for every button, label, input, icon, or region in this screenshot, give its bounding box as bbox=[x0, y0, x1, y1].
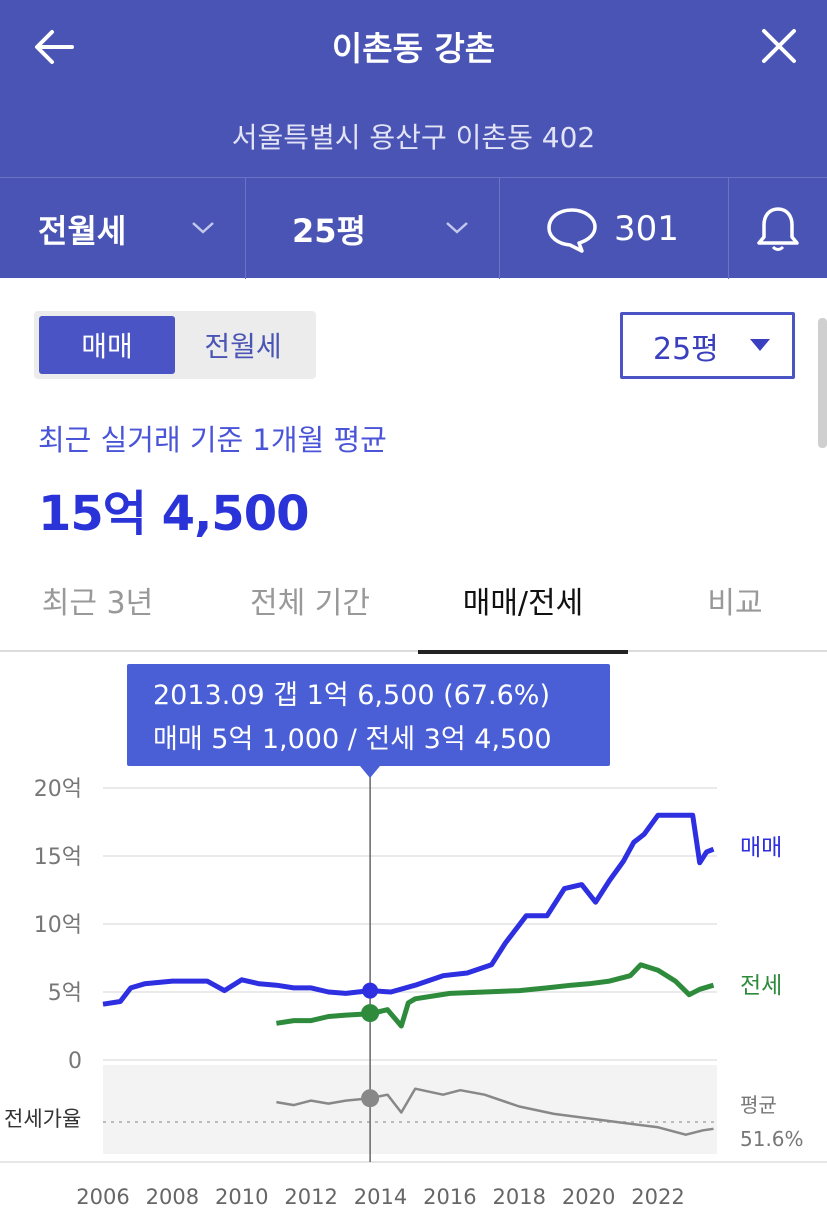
address-text: 서울특별시 용산구 이촌동 402 bbox=[231, 121, 596, 154]
deal-type-label: 전월세 bbox=[38, 211, 127, 250]
tooltip-gap-line: 2013.09 갭 1억 6,500 (67.6%) bbox=[153, 680, 550, 711]
deal-type-filter[interactable]: 전월세 bbox=[0, 178, 246, 279]
deal-type-segment: 매매 전월세 bbox=[34, 311, 316, 379]
bell-icon bbox=[757, 206, 799, 251]
y-tick-label: 0 bbox=[68, 1049, 82, 1074]
y-tick-label: 10억 bbox=[34, 913, 82, 938]
y-tick-label: 5억 bbox=[48, 981, 82, 1006]
caret-down-icon bbox=[750, 339, 770, 351]
x-tick-label: 2012 bbox=[284, 1185, 337, 1209]
average-label: 최근 실거래 기준 1개월 평균 bbox=[38, 423, 387, 457]
tab-all-period[interactable]: 전체 기간 bbox=[250, 586, 370, 621]
size-dropdown[interactable]: 25평 bbox=[620, 312, 795, 379]
chart-tooltip: 2013.09 갭 1억 6,500 (67.6%) 매매 5억 1,000 /… bbox=[127, 664, 610, 778]
back-button[interactable] bbox=[28, 22, 84, 72]
tab-recent-3y[interactable]: 최근 3년 bbox=[41, 586, 154, 621]
close-icon bbox=[762, 29, 796, 63]
x-tick-label: 2018 bbox=[493, 1185, 546, 1209]
page-title: 이촌동 강촌 bbox=[331, 29, 496, 68]
ratio-average-label: 평균 bbox=[740, 1093, 777, 1117]
arrow-left-icon bbox=[35, 30, 74, 64]
ratio-line bbox=[276, 1087, 714, 1136]
speech-bubble-icon bbox=[547, 207, 597, 253]
x-tick-label: 2010 bbox=[215, 1185, 268, 1209]
average-price: 15억 4,500 bbox=[38, 486, 309, 542]
x-tick-label: 2016 bbox=[423, 1185, 476, 1209]
ratio-label: 전세가율 bbox=[4, 1107, 81, 1131]
scrollbar[interactable] bbox=[818, 318, 827, 448]
close-button[interactable] bbox=[752, 22, 806, 72]
x-tick-label: 2022 bbox=[631, 1185, 684, 1209]
filter-bar: 전월세 25평 301 bbox=[0, 177, 827, 279]
period-tabs: 최근 3년 전체 기간 매매/전세 비교 bbox=[0, 562, 827, 654]
y-tick-label: 15억 bbox=[34, 845, 82, 870]
x-tick-label: 2020 bbox=[562, 1185, 615, 1209]
comments-button[interactable]: 301 bbox=[500, 178, 729, 279]
jeonse-series-label: 전세 bbox=[740, 973, 782, 999]
jeonse-cursor-point bbox=[361, 1004, 380, 1023]
jeonse-line bbox=[276, 962, 715, 1029]
segment-rent-button[interactable]: 전월세 bbox=[204, 330, 282, 363]
app-header: 이촌동 강촌 서울특별시 용산구 이촌동 402 전월세 25평 301 bbox=[0, 0, 827, 279]
ratio-band-background bbox=[103, 1065, 717, 1154]
tooltip-price-line: 매매 5억 1,000 / 전세 3억 4,500 bbox=[153, 724, 552, 755]
chevron-down-icon bbox=[192, 222, 214, 234]
sale-series-label: 매매 bbox=[740, 835, 782, 861]
sale-cursor-point bbox=[362, 982, 379, 999]
x-tick-label: 2006 bbox=[76, 1185, 129, 1209]
ratio-average-value: 51.6% bbox=[740, 1127, 804, 1151]
tab-compare[interactable]: 비교 bbox=[707, 586, 763, 621]
tab-sale-jeonse[interactable]: 매매/전세 bbox=[418, 562, 628, 654]
size-filter[interactable]: 25평 bbox=[246, 178, 500, 279]
size-dropdown-value: 25평 bbox=[653, 331, 719, 367]
ratio-cursor-point bbox=[361, 1089, 380, 1108]
chevron-down-icon bbox=[446, 222, 468, 234]
segment-sale-button[interactable]: 매매 bbox=[39, 316, 175, 374]
price-chart[interactable]: 20억 15억 10억 5억 0 2006 2008 2010 2012 2014 2016 2018… bbox=[0, 760, 827, 1214]
tooltip-arrow bbox=[360, 766, 380, 778]
sale-line bbox=[102, 812, 715, 1007]
y-tick-label: 20억 bbox=[34, 777, 82, 802]
x-tick-label: 2014 bbox=[354, 1185, 407, 1209]
comments-count: 301 bbox=[614, 208, 679, 249]
notification-button[interactable] bbox=[729, 178, 827, 279]
size-filter-label: 25평 bbox=[292, 211, 366, 250]
x-tick-label: 2008 bbox=[146, 1185, 199, 1209]
